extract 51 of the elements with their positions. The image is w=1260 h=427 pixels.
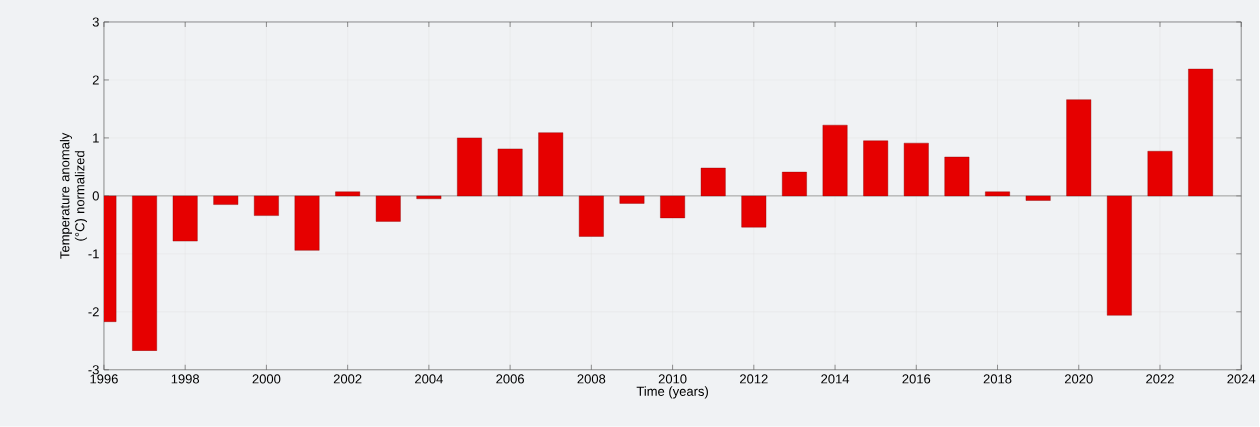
bar bbox=[700, 167, 726, 197]
x-tick-label: 2018 bbox=[983, 374, 1012, 384]
bar bbox=[335, 191, 361, 197]
x-tick-label: 2016 bbox=[902, 374, 931, 384]
x-tick-label: 1998 bbox=[171, 374, 200, 384]
bar bbox=[213, 195, 239, 205]
bar bbox=[578, 195, 604, 237]
y-tick-label: -1 bbox=[88, 249, 99, 259]
bar bbox=[741, 195, 767, 228]
bar bbox=[1106, 195, 1132, 316]
x-tick-label: 2000 bbox=[252, 374, 281, 384]
y-tick-label: 1 bbox=[93, 133, 99, 143]
x-tick-label: 2010 bbox=[658, 374, 687, 384]
bar bbox=[782, 172, 807, 197]
y-tick-label: 0 bbox=[92, 191, 99, 201]
x-tick-label: 2006 bbox=[496, 374, 524, 384]
bar bbox=[944, 156, 970, 197]
x-axis-title: Time (years) bbox=[636, 386, 708, 399]
bar bbox=[985, 191, 1010, 197]
x-tick-label: 2002 bbox=[333, 374, 362, 384]
bar bbox=[538, 132, 564, 197]
x-tick-label: 2022 bbox=[1146, 374, 1174, 384]
y-tick-label: 2 bbox=[92, 75, 99, 85]
bar bbox=[660, 195, 685, 219]
bar bbox=[294, 195, 320, 251]
x-tick-label: 2012 bbox=[740, 374, 768, 384]
y-tick-label: -2 bbox=[88, 307, 99, 317]
bar bbox=[822, 125, 848, 197]
bar bbox=[1188, 68, 1213, 197]
x-tick-label: 2008 bbox=[577, 374, 606, 384]
y-tick-label: -3 bbox=[88, 365, 99, 375]
bar bbox=[172, 195, 198, 242]
bar bbox=[375, 195, 401, 222]
x-tick-label: 2024 bbox=[1227, 374, 1256, 384]
bar bbox=[619, 195, 645, 204]
y-axis-title: Temperature anomaly (°C) normalized bbox=[59, 132, 87, 259]
y-tick-label: 3 bbox=[92, 17, 99, 27]
bar bbox=[457, 137, 482, 197]
bar bbox=[1025, 195, 1051, 201]
bar bbox=[497, 148, 523, 197]
x-tick-label: 2020 bbox=[1064, 374, 1093, 384]
bar bbox=[1147, 151, 1173, 197]
bar bbox=[416, 195, 442, 200]
x-tick-label: 2004 bbox=[415, 374, 443, 384]
bar bbox=[132, 195, 157, 351]
bar bbox=[1066, 99, 1092, 197]
x-tick-label: 2014 bbox=[821, 374, 850, 384]
bar bbox=[903, 143, 929, 197]
x-tick-label: 1996 bbox=[90, 374, 118, 384]
bar bbox=[863, 140, 889, 197]
bar bbox=[254, 195, 279, 216]
